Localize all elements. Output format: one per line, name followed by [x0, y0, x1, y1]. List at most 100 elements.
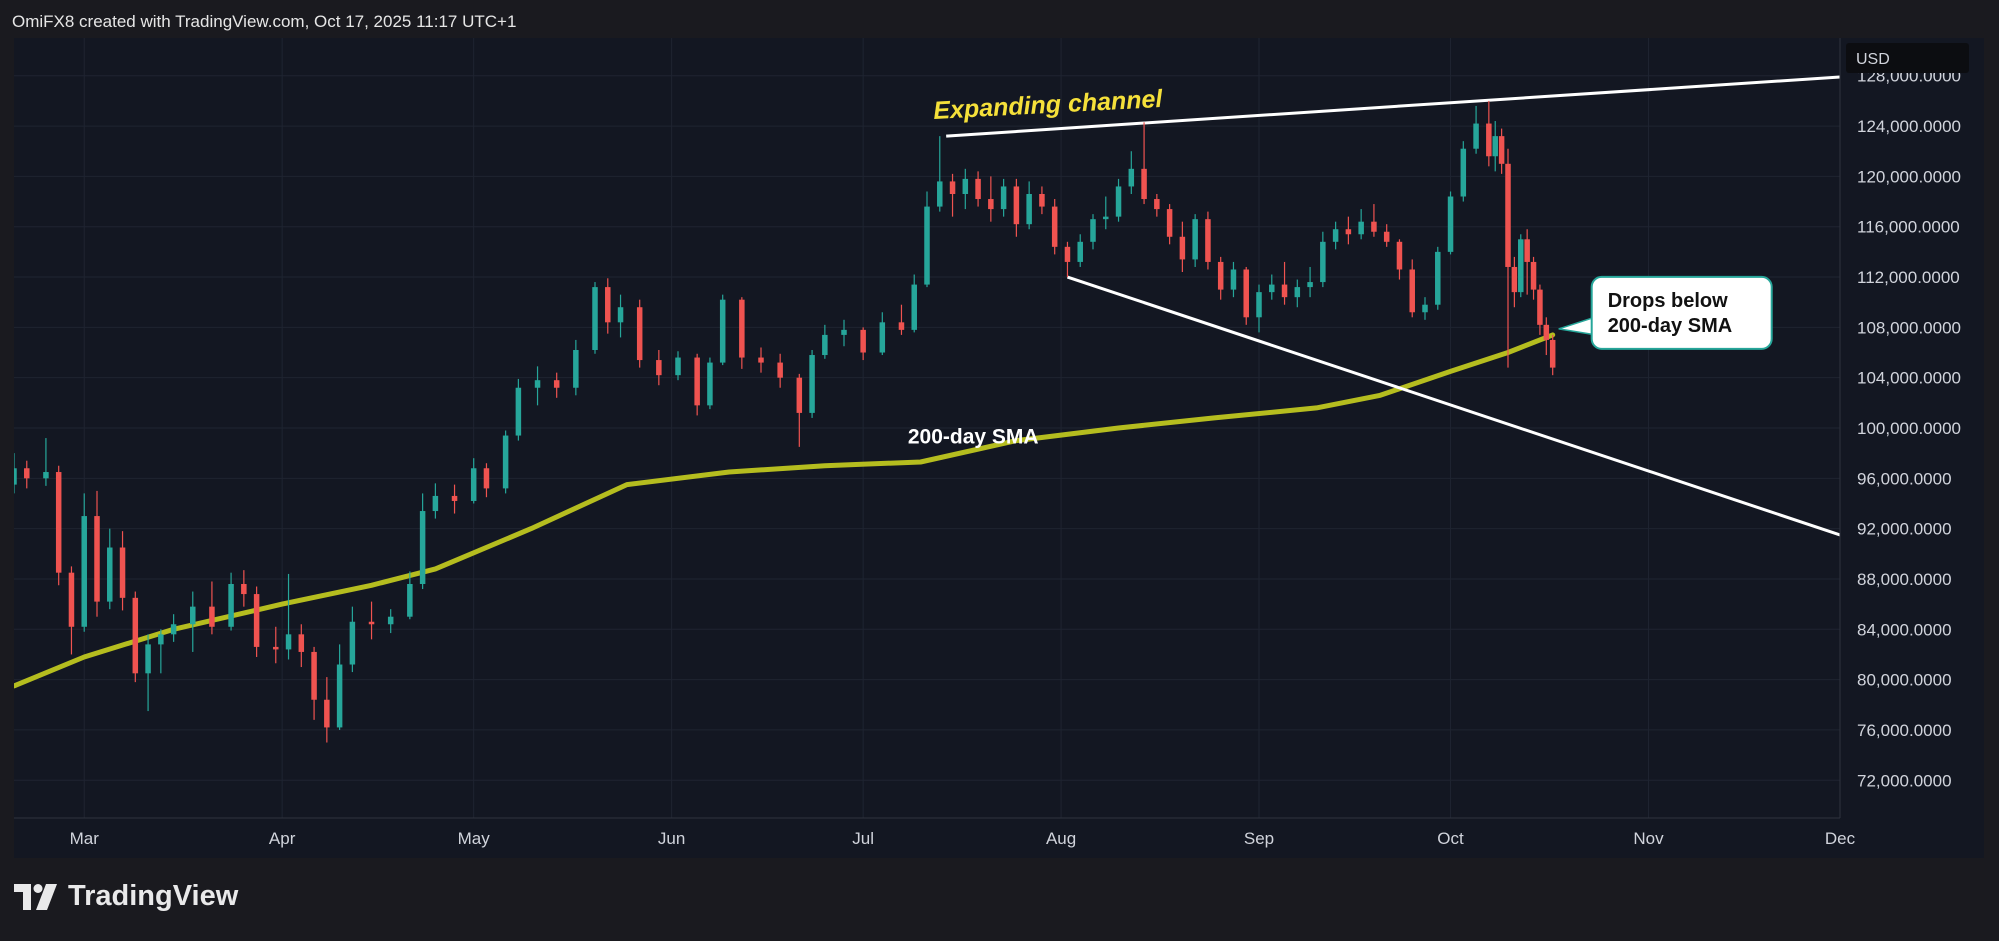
x-tick-label: Jun: [658, 829, 685, 848]
candle-body: [1026, 194, 1032, 225]
candle-body: [822, 334, 828, 356]
candle-body: [1294, 287, 1301, 298]
sma-label: 200-day SMA: [908, 426, 1039, 449]
candle-body: [1332, 229, 1339, 242]
y-tick-label: 96,000.0000: [1857, 469, 1952, 488]
candle-body: [470, 468, 477, 501]
candle-body: [962, 178, 969, 194]
y-tick-label: 84,000.0000: [1857, 620, 1952, 639]
candle-body: [694, 357, 700, 406]
candle-body: [209, 606, 215, 627]
y-tick-label: 100,000.0000: [1857, 419, 1961, 438]
candle-body: [605, 287, 611, 323]
candle-body: [432, 495, 439, 512]
candle-body: [949, 181, 956, 194]
candle-body: [1549, 339, 1556, 368]
candle-body: [241, 584, 247, 595]
candle-body: [1128, 168, 1135, 187]
candle-body: [311, 651, 317, 700]
candle-body: [349, 621, 356, 665]
candle-body: [1345, 229, 1352, 235]
candle-body: [324, 699, 330, 728]
candle-body: [1141, 168, 1147, 200]
callout-line-1: Drops below: [1608, 290, 1728, 312]
candle-body: [739, 299, 745, 358]
candle-body: [273, 646, 279, 650]
candle-body: [1524, 239, 1530, 262]
currency-label: USD: [1856, 51, 1890, 68]
candle-body: [1530, 261, 1537, 290]
candle-body: [190, 606, 196, 625]
y-tick-label: 88,000.0000: [1857, 570, 1952, 589]
candle-body: [1409, 269, 1415, 313]
y-tick-label: 104,000.0000: [1857, 369, 1961, 388]
candle-body: [1179, 236, 1186, 260]
candle-body: [228, 584, 234, 627]
x-tick-label: Jul: [852, 829, 874, 848]
candle-body: [1371, 221, 1377, 232]
candle-body: [55, 472, 62, 573]
callout-box: [1590, 275, 1773, 350]
x-tick-label: Aug: [1046, 829, 1076, 848]
candle-body: [515, 387, 522, 436]
candle-body: [1383, 231, 1390, 242]
candle-body: [407, 584, 413, 617]
candle-body: [24, 468, 30, 479]
candle-body: [911, 284, 917, 330]
candle-body: [573, 350, 579, 388]
brand-footer: TradingView: [14, 880, 238, 913]
candle-body: [707, 362, 713, 406]
candle-body: [1543, 324, 1550, 340]
candle-body: [1511, 266, 1518, 293]
candle-body: [1230, 269, 1237, 290]
candle-body: [1537, 289, 1543, 325]
y-tick-label: 112,000.0000: [1857, 268, 1960, 287]
candle-body: [145, 644, 151, 674]
candle-body: [796, 377, 803, 413]
candle-body: [1013, 186, 1020, 225]
candle-body: [285, 634, 292, 650]
y-tick-label: 120,000.0000: [1857, 167, 1961, 186]
candle-body: [841, 329, 847, 335]
candle-body: [1217, 261, 1224, 290]
candle-body: [1154, 199, 1160, 210]
candle-body: [1307, 282, 1313, 288]
candle-body: [1396, 241, 1403, 270]
y-tick-label: 92,000.0000: [1857, 520, 1952, 539]
candle-body: [1486, 123, 1492, 157]
price-axis[interactable]: 128,000.0000124,000.0000120,000.0000116,…: [1839, 38, 1984, 858]
candle-body: [81, 516, 87, 627]
brand-name: TradingView: [68, 880, 239, 912]
sma-200-line: [11, 332, 1556, 689]
x-tick-label: Dec: [1825, 829, 1856, 848]
x-tick-label: Apr: [269, 829, 296, 848]
candle-body: [387, 616, 394, 625]
candle-body: [298, 634, 305, 652]
candle-body: [1505, 163, 1511, 267]
candle-body: [1358, 221, 1364, 235]
candle-body: [107, 547, 113, 602]
candle-body: [809, 355, 815, 413]
candles-group: [11, 100, 1556, 743]
candle-body: [777, 362, 783, 378]
candle-body: [11, 468, 17, 485]
candle-body: [170, 624, 177, 635]
candle-body: [502, 435, 509, 489]
candle-body: [975, 178, 981, 200]
trendline-channel-lower: [1066, 275, 1841, 537]
candle-body: [937, 181, 943, 207]
time-axis[interactable]: Mar Apr May Jun Jul Aug Sep Oct Nov Dec: [14, 817, 1856, 848]
candle-body: [1077, 241, 1083, 262]
candle-body: [68, 572, 75, 627]
candle-body: [1269, 284, 1275, 293]
candle-body: [1473, 123, 1479, 149]
candle-body: [336, 664, 343, 728]
price-chart[interactable]: Expanding channel 200-day SMA Drops below 2…: [11, 38, 1984, 858]
y-tick-label: 80,000.0000: [1857, 671, 1952, 690]
candle-body: [1518, 239, 1524, 293]
candle-body: [758, 357, 764, 363]
x-tick-label: Nov: [1633, 829, 1664, 848]
candle-body: [483, 468, 490, 489]
candle-body: [534, 380, 541, 388]
